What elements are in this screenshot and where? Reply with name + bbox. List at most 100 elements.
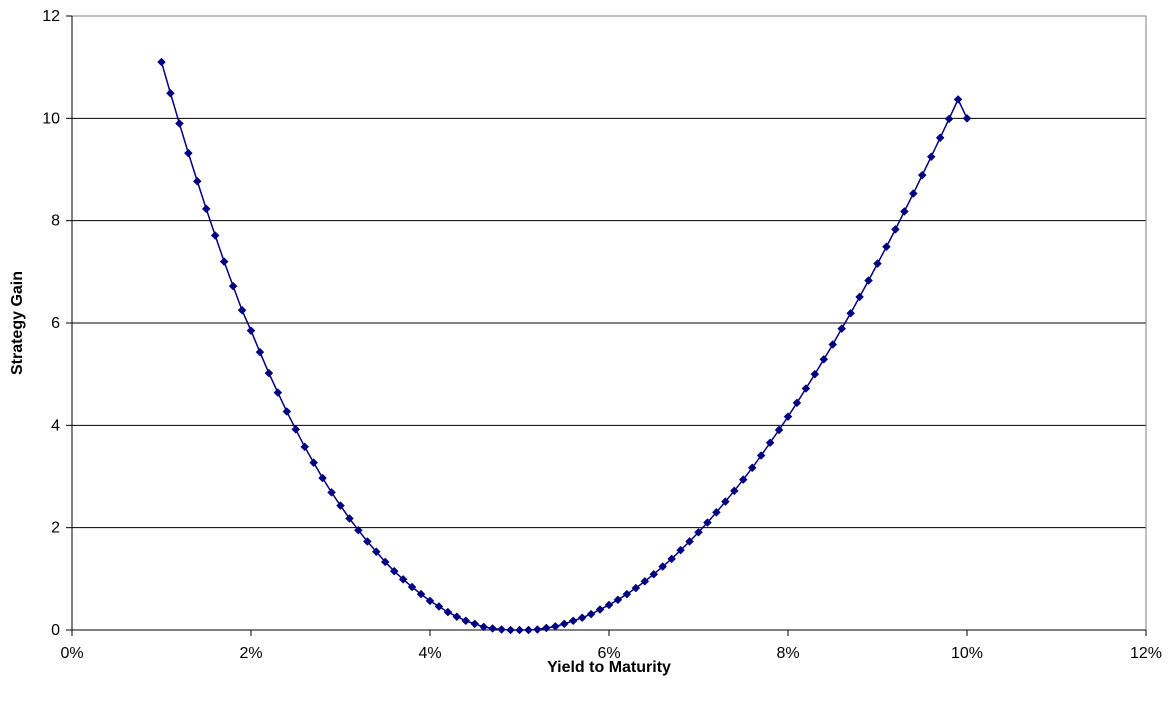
- data-point-56: [658, 562, 668, 571]
- data-point-37: [488, 624, 498, 633]
- data-point-28: [407, 582, 417, 592]
- data-point-33: [452, 612, 462, 622]
- data-point-7: [219, 257, 229, 266]
- data-point-10: [246, 326, 256, 336]
- x-tick-label-4: 8%: [776, 645, 799, 662]
- data-point-44: [550, 622, 560, 631]
- data-point-79: [864, 276, 873, 285]
- data-point-32: [443, 607, 453, 617]
- data-point-13: [273, 388, 283, 397]
- data-point-20: [336, 501, 345, 511]
- data-point-31: [434, 602, 444, 611]
- y-axis-title: Strategy Gain: [9, 271, 26, 375]
- data-point-74: [819, 354, 829, 364]
- data-point-46: [568, 616, 578, 626]
- data-point-58: [676, 545, 685, 555]
- y-tick-label-5: 10: [42, 110, 60, 127]
- data-point-85: [917, 170, 927, 180]
- data-point-26: [389, 566, 399, 576]
- data-point-3: [183, 148, 193, 158]
- data-point-65: [738, 475, 748, 484]
- data-point-66: [747, 463, 757, 473]
- data-point-53: [631, 583, 641, 593]
- data-point-59: [685, 537, 694, 546]
- data-point-9: [237, 305, 247, 315]
- x-tick-label-3: 6%: [597, 645, 620, 662]
- data-point-72: [801, 384, 811, 393]
- y-tick-label-3: 6: [51, 315, 60, 332]
- data-point-6: [210, 231, 220, 240]
- series-0: [157, 57, 972, 635]
- data-point-23: [362, 537, 372, 546]
- axes: [66, 15, 1147, 636]
- x-tick-label-6: 12%: [1130, 645, 1162, 662]
- y-tick-label-4: 8: [51, 213, 60, 230]
- data-point-63: [720, 497, 730, 506]
- data-point-78: [855, 292, 864, 302]
- data-point-12: [264, 368, 274, 378]
- data-point-51: [613, 595, 623, 605]
- data-point-54: [640, 577, 650, 586]
- data-point-14: [282, 407, 292, 416]
- data-point-36: [479, 622, 489, 632]
- data-point-61: [703, 518, 712, 527]
- x-tick-label-2: 4%: [418, 645, 441, 662]
- data-point-25: [380, 557, 390, 567]
- data-point-4: [192, 176, 202, 186]
- x-axis-title: Yield to Maturity: [547, 659, 671, 676]
- data-point-67: [756, 451, 766, 460]
- y-tick-label-0: 0: [51, 622, 60, 639]
- data-point-69: [774, 425, 784, 435]
- data-point-19: [327, 488, 336, 497]
- data-point-89: [953, 95, 963, 104]
- x-tick-label-5: 10%: [951, 645, 983, 662]
- data-point-8: [228, 281, 238, 291]
- data-point-43: [541, 623, 551, 633]
- data-point-39: [506, 625, 515, 635]
- data-point-60: [694, 527, 703, 537]
- data-point-68: [765, 438, 775, 448]
- data-point-18: [318, 473, 327, 483]
- data-point-21: [345, 514, 354, 523]
- data-point-75: [828, 340, 838, 349]
- tick-labels: 0 2 4 6 8 10 12 0% 2% 4% 6% 8% 10% 12%: [42, 8, 1162, 662]
- series-layer: [157, 57, 972, 635]
- data-point-83: [899, 207, 909, 216]
- data-point-76: [837, 324, 847, 333]
- data-point-38: [497, 625, 506, 634]
- data-point-90: [962, 113, 972, 123]
- data-point-22: [354, 525, 363, 535]
- data-point-86: [926, 152, 936, 162]
- data-point-17: [309, 458, 319, 468]
- data-point-82: [891, 225, 900, 234]
- data-point-49: [595, 605, 605, 614]
- data-point-16: [300, 442, 310, 452]
- data-point-27: [398, 574, 408, 584]
- data-point-57: [667, 554, 677, 564]
- gridlines: [72, 15, 1146, 529]
- data-point-40: [515, 625, 524, 635]
- y-tick-label-2: 4: [51, 417, 60, 434]
- data-point-42: [533, 625, 542, 634]
- data-point-50: [604, 600, 614, 610]
- data-point-34: [461, 616, 471, 626]
- data-point-48: [586, 609, 596, 619]
- series-line: [160, 61, 968, 631]
- data-point-84: [908, 189, 918, 198]
- data-point-87: [935, 133, 945, 143]
- data-point-62: [712, 507, 721, 517]
- data-point-52: [622, 589, 632, 599]
- data-point-81: [882, 242, 891, 252]
- data-point-71: [792, 398, 802, 408]
- data-point-2: [175, 119, 184, 128]
- data-point-64: [729, 486, 739, 496]
- data-point-41: [524, 625, 533, 635]
- y-tick-label-6: 12: [42, 8, 60, 25]
- data-point-77: [846, 308, 856, 318]
- data-point-5: [201, 204, 211, 214]
- data-point-88: [944, 114, 954, 124]
- data-point-45: [559, 619, 569, 629]
- data-point-70: [783, 412, 793, 421]
